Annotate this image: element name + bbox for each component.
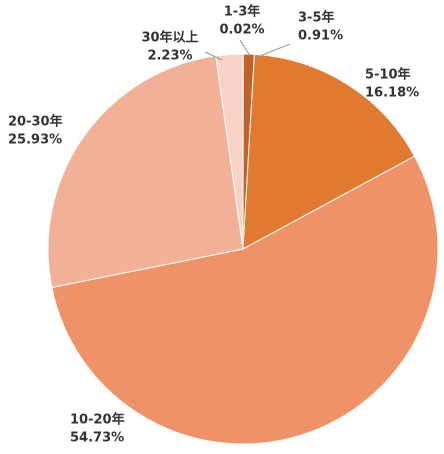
- value-label: 0.02%: [219, 23, 264, 38]
- value-label: 0.91%: [298, 29, 343, 44]
- category-label: 1-3年: [224, 4, 261, 20]
- category-label: 3-5年: [298, 10, 335, 26]
- value-label: 25.93%: [8, 133, 62, 148]
- pie-slice: [215, 53, 244, 250]
- category-label: 5-10年: [365, 67, 411, 83]
- pie-slice: [242, 53, 416, 250]
- category-label: 10-20年: [70, 412, 125, 428]
- pie-slice: [47, 55, 244, 289]
- value-label: 2.23%: [147, 49, 192, 64]
- category-label: 20-30年: [8, 114, 63, 130]
- leader-line: [239, 39, 251, 57]
- leader-line: [254, 43, 291, 59]
- pie-slice: [51, 155, 439, 445]
- value-label: 54.73%: [70, 431, 124, 446]
- value-label: 16.18%: [365, 86, 419, 101]
- category-label: 30年以上: [141, 30, 198, 46]
- leader-line: [204, 51, 223, 61]
